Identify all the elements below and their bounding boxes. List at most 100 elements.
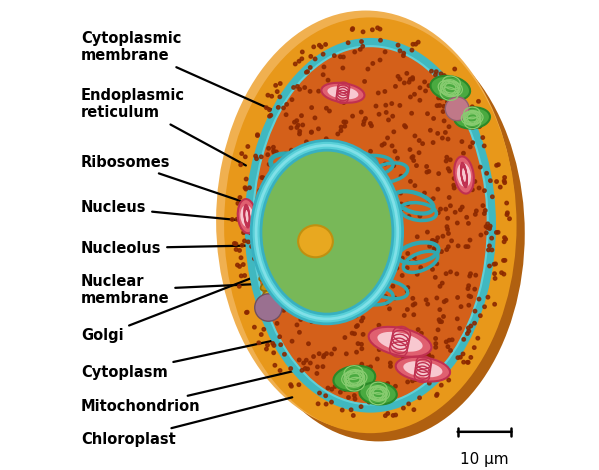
Circle shape <box>403 313 406 317</box>
Circle shape <box>266 344 270 347</box>
Circle shape <box>428 382 431 385</box>
Circle shape <box>485 172 488 175</box>
Circle shape <box>459 305 463 308</box>
Ellipse shape <box>334 366 375 391</box>
Circle shape <box>383 391 386 395</box>
Circle shape <box>392 259 396 263</box>
Circle shape <box>404 125 407 129</box>
Circle shape <box>415 371 419 375</box>
Circle shape <box>303 313 307 317</box>
Circle shape <box>333 347 336 351</box>
Circle shape <box>438 320 441 323</box>
Ellipse shape <box>253 46 488 404</box>
Circle shape <box>361 333 365 336</box>
Circle shape <box>289 149 293 152</box>
Circle shape <box>449 204 452 207</box>
Circle shape <box>398 104 401 107</box>
Circle shape <box>384 295 387 298</box>
Circle shape <box>274 168 278 172</box>
Circle shape <box>368 122 372 125</box>
Circle shape <box>502 273 506 276</box>
Circle shape <box>387 118 390 122</box>
Circle shape <box>440 320 443 323</box>
Circle shape <box>322 355 325 359</box>
Circle shape <box>393 149 397 153</box>
Circle shape <box>340 125 343 129</box>
Circle shape <box>495 164 498 167</box>
Circle shape <box>250 245 253 248</box>
Circle shape <box>452 89 455 92</box>
Circle shape <box>407 374 410 377</box>
Circle shape <box>276 321 279 325</box>
Circle shape <box>477 298 481 301</box>
Circle shape <box>369 149 372 153</box>
Circle shape <box>418 214 422 218</box>
Circle shape <box>282 309 286 312</box>
Circle shape <box>450 111 453 114</box>
Circle shape <box>266 94 270 97</box>
Circle shape <box>308 66 312 69</box>
Circle shape <box>436 188 440 191</box>
Circle shape <box>426 230 429 234</box>
Circle shape <box>377 91 380 95</box>
Circle shape <box>239 256 243 259</box>
Circle shape <box>434 337 437 340</box>
Circle shape <box>493 272 497 275</box>
Circle shape <box>355 351 358 354</box>
Circle shape <box>340 408 344 412</box>
Circle shape <box>495 180 498 183</box>
Circle shape <box>402 407 405 410</box>
Circle shape <box>452 177 456 180</box>
Circle shape <box>437 211 440 214</box>
Circle shape <box>464 245 468 248</box>
Circle shape <box>243 186 247 189</box>
Circle shape <box>469 324 473 328</box>
Circle shape <box>361 45 364 48</box>
Circle shape <box>432 117 435 120</box>
Circle shape <box>447 245 450 249</box>
Circle shape <box>425 164 428 168</box>
Circle shape <box>386 136 389 140</box>
Circle shape <box>257 341 261 345</box>
Circle shape <box>438 308 441 311</box>
Circle shape <box>441 371 444 375</box>
Circle shape <box>438 104 441 107</box>
Circle shape <box>446 137 450 141</box>
Circle shape <box>406 266 409 270</box>
Circle shape <box>322 53 325 56</box>
Circle shape <box>413 93 416 96</box>
Circle shape <box>378 27 382 31</box>
Circle shape <box>440 282 444 285</box>
Circle shape <box>503 258 507 262</box>
Circle shape <box>393 296 397 300</box>
Circle shape <box>406 290 409 293</box>
Circle shape <box>468 274 471 278</box>
Circle shape <box>241 226 244 229</box>
Circle shape <box>322 65 326 69</box>
Circle shape <box>240 243 244 247</box>
Circle shape <box>316 365 319 368</box>
Circle shape <box>478 125 481 128</box>
Circle shape <box>298 130 301 133</box>
Circle shape <box>456 296 459 299</box>
Circle shape <box>310 130 313 133</box>
Circle shape <box>435 104 439 108</box>
Text: Mitochondrion: Mitochondrion <box>81 368 308 414</box>
Text: Nucleus: Nucleus <box>81 200 260 222</box>
Circle shape <box>396 157 399 160</box>
Circle shape <box>503 181 506 184</box>
Circle shape <box>412 159 416 162</box>
Circle shape <box>378 395 382 399</box>
Circle shape <box>412 155 415 158</box>
Circle shape <box>428 362 431 366</box>
Circle shape <box>446 100 449 103</box>
Circle shape <box>434 240 438 243</box>
Circle shape <box>402 54 405 57</box>
Circle shape <box>474 274 477 277</box>
Circle shape <box>504 237 507 241</box>
Circle shape <box>425 298 428 302</box>
Ellipse shape <box>298 225 333 257</box>
Circle shape <box>342 101 346 104</box>
Circle shape <box>361 316 365 320</box>
Circle shape <box>406 258 410 262</box>
